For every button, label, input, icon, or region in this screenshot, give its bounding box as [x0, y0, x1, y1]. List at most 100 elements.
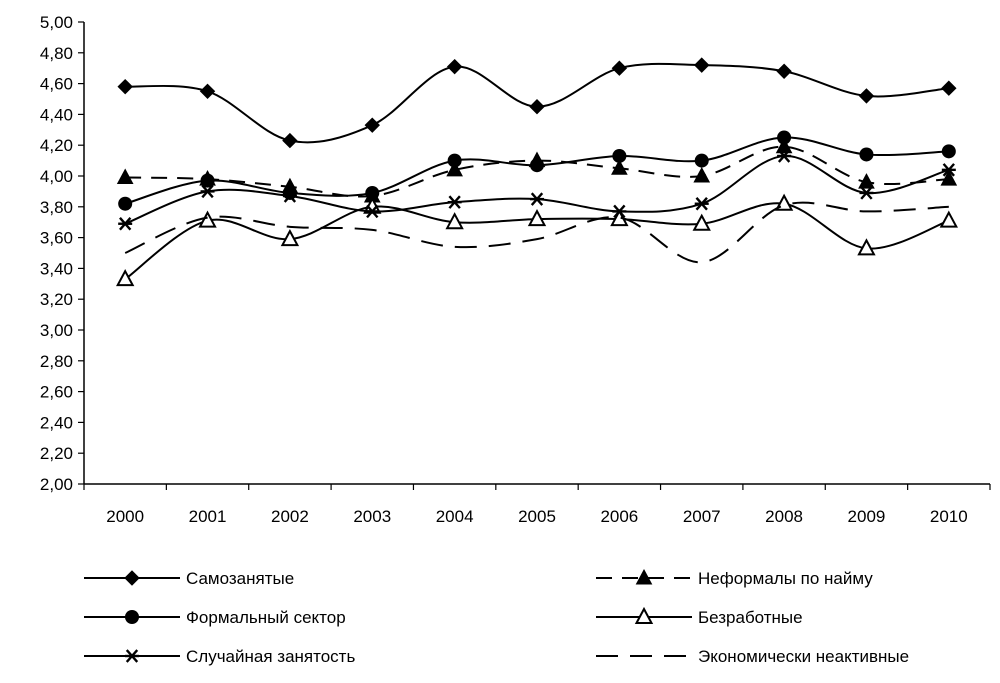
y-tick-label: 2,60: [40, 383, 73, 402]
data-point: [776, 63, 792, 79]
data-point: [365, 204, 380, 219]
data-point: [116, 168, 134, 185]
y-tick-label: 2,00: [40, 475, 73, 494]
data-point: [118, 196, 133, 211]
y-tick-label: 2,80: [40, 352, 73, 371]
x-tick-label: 2000: [106, 507, 144, 526]
data-point: [694, 153, 709, 168]
x-tick-label: 2002: [271, 507, 309, 526]
y-tick-label: 3,20: [40, 290, 73, 309]
data-point: [611, 159, 628, 175]
data-point: [117, 78, 133, 95]
data-point: [859, 186, 874, 200]
series-5: [118, 149, 956, 231]
series-4: [116, 193, 958, 287]
data-point: [282, 185, 297, 200]
data-point: [941, 144, 956, 159]
y-tick-label: 4,00: [40, 167, 73, 186]
data-point: [612, 204, 627, 219]
data-point: [858, 173, 875, 189]
data-point: [116, 269, 135, 287]
data-point: [446, 58, 463, 75]
legend-marker: [635, 568, 653, 585]
legend-item: Случайная занятость: [84, 647, 355, 666]
legend-marker: [634, 606, 654, 624]
data-point: [365, 185, 380, 200]
y-tick-label: 3,40: [40, 259, 73, 278]
data-point: [941, 163, 956, 177]
legend-label: Неформалы по найму: [698, 569, 873, 588]
data-point: [858, 88, 875, 104]
data-point: [940, 170, 958, 186]
data-point: [692, 213, 711, 231]
series-line: [124, 201, 949, 264]
legend-item: Самозанятые: [84, 569, 294, 588]
data-point: [282, 189, 297, 203]
data-point: [777, 149, 792, 163]
x-tick-label: 2009: [848, 507, 886, 526]
legend-label: Случайная занятость: [186, 647, 355, 666]
data-point: [693, 166, 711, 183]
data-point: [280, 229, 300, 247]
data-point: [447, 153, 462, 168]
y-tick-label: 4,60: [40, 75, 73, 94]
data-point: [200, 173, 215, 188]
data-point: [446, 160, 463, 177]
x-tick-label: 2005: [518, 507, 556, 526]
y-tick-label: 5,00: [40, 13, 73, 32]
legend-item: Формальный сектор: [84, 608, 346, 627]
x-tick-label: 2007: [683, 507, 721, 526]
data-point: [941, 80, 957, 96]
data-point: [199, 83, 216, 100]
legend-label: Безработные: [698, 608, 803, 627]
x-tick-label: 2010: [930, 507, 968, 526]
data-point: [777, 130, 792, 145]
data-point: [694, 196, 709, 211]
data-point: [612, 148, 627, 163]
y-tick-label: 2,40: [40, 413, 73, 432]
series-3: [118, 130, 956, 211]
legend-marker: [124, 570, 140, 586]
axes: 2,00 2,20 2,40 2,60 2,80 3,00 3,20 3,40 3,60 3,80…: [40, 13, 991, 526]
data-point: [859, 147, 874, 162]
legend-item: Экономически неактивные: [596, 647, 909, 666]
y-tick-label: 3,00: [40, 321, 73, 340]
data-point: [857, 238, 876, 256]
data-point: [939, 210, 958, 228]
x-tick-label: 2008: [765, 507, 803, 526]
x-tick-label: 2004: [436, 507, 474, 526]
legend: Самозанятые Неформалы по найму Формальный …: [84, 568, 909, 666]
series-1: [117, 57, 957, 149]
data-point: [529, 98, 545, 115]
y-tick-label: 2,20: [40, 444, 73, 463]
data-point: [445, 212, 464, 230]
series-layer: [116, 57, 958, 287]
legend-label: Формальный сектор: [186, 608, 346, 627]
x-tick-label: 2006: [600, 507, 638, 526]
data-point: [611, 60, 628, 76]
data-point: [447, 195, 462, 209]
data-point: [527, 209, 547, 227]
y-tick-label: 4,20: [40, 136, 73, 155]
y-tick-label: 4,40: [40, 105, 73, 124]
data-point: [118, 216, 133, 231]
y-tick-label: 3,80: [40, 198, 73, 217]
data-point: [198, 210, 217, 228]
data-point: [282, 132, 298, 149]
data-point: [694, 57, 710, 73]
series-6: [124, 201, 949, 264]
legend-label: Экономически неактивные: [698, 647, 909, 666]
legend-marker: [125, 610, 139, 624]
data-point: [775, 137, 793, 154]
data-point: [200, 184, 215, 199]
legend-item: Безработные: [596, 606, 803, 627]
data-point: [364, 117, 380, 133]
legend-marker: [125, 649, 139, 663]
y-tick-label: 3,60: [40, 229, 73, 248]
legend-label: Самозанятые: [186, 569, 294, 588]
x-tick-label: 2001: [189, 507, 227, 526]
data-point: [530, 192, 544, 206]
x-tick-label: 2003: [353, 507, 391, 526]
